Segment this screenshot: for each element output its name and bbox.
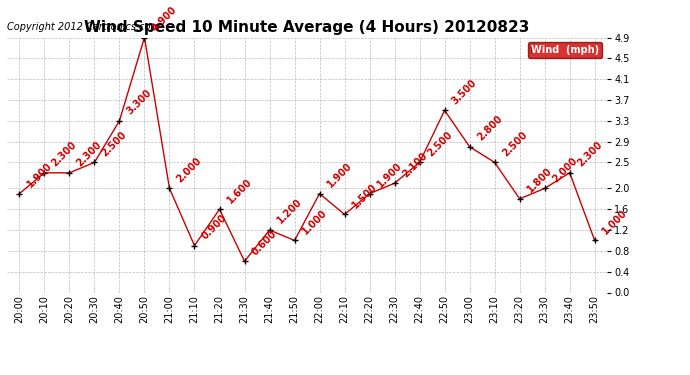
Text: Copyright 2012 Cartronics.com: Copyright 2012 Cartronics.com (7, 22, 160, 32)
Text: 2.500: 2.500 (100, 129, 129, 158)
Text: 1.900: 1.900 (25, 160, 54, 189)
Title: Wind Speed 10 Minute Average (4 Hours) 20120823: Wind Speed 10 Minute Average (4 Hours) 2… (84, 20, 530, 35)
Text: 1.500: 1.500 (350, 182, 379, 210)
Text: 3.500: 3.500 (450, 77, 479, 106)
Text: 1.000: 1.000 (300, 207, 329, 236)
Text: 2.800: 2.800 (475, 114, 504, 142)
Text: 2.300: 2.300 (575, 140, 604, 169)
Text: 2.500: 2.500 (500, 129, 529, 158)
Text: 2.000: 2.000 (175, 155, 204, 184)
Text: 0.600: 0.600 (250, 228, 279, 257)
Text: 1.200: 1.200 (275, 197, 304, 226)
Text: 2.500: 2.500 (425, 129, 454, 158)
Text: 2.300: 2.300 (50, 140, 79, 169)
Text: 1.600: 1.600 (225, 176, 254, 205)
Text: 2.000: 2.000 (550, 155, 579, 184)
Text: 2.300: 2.300 (75, 140, 103, 169)
Text: 2.100: 2.100 (400, 150, 429, 179)
Text: 1.900: 1.900 (325, 160, 354, 189)
Text: 3.300: 3.300 (125, 88, 154, 117)
Text: 0.900: 0.900 (200, 213, 229, 242)
Text: 1.800: 1.800 (525, 166, 554, 195)
Legend: Wind  (mph): Wind (mph) (529, 42, 602, 58)
Text: 1.000: 1.000 (600, 207, 629, 236)
Text: 4.900: 4.900 (150, 4, 179, 33)
Text: 1.900: 1.900 (375, 160, 404, 189)
